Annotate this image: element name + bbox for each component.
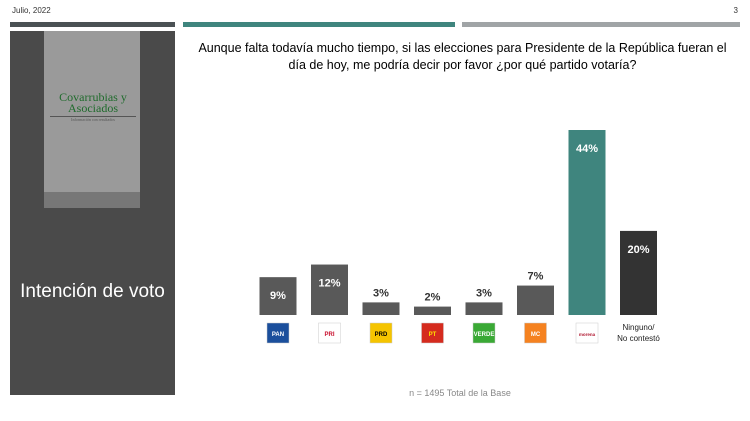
party-logo-morena <box>575 322 599 344</box>
bar <box>259 277 297 315</box>
category-label: PT <box>429 332 437 338</box>
bar-chart: 9% PAN 12% PRI 3% PRD 2% PT 3% VERDE 7% MC 44% morena… <box>259 130 660 344</box>
category-label: PRD <box>375 332 388 338</box>
category-label: VERDE <box>474 332 495 338</box>
party-logo-verde <box>472 322 496 344</box>
bar <box>620 230 657 315</box>
company-logo: Covarrubias y Asociados Información con r… <box>50 91 136 123</box>
question-title: Aunque falta todavía mucho tiempo, si la… <box>198 41 727 72</box>
party-logo-pan <box>266 322 290 344</box>
data-label: 9% <box>270 290 286 302</box>
bar <box>414 306 451 315</box>
party-logo-mc <box>524 322 547 344</box>
data-label: 20% <box>627 244 649 256</box>
bar <box>465 302 503 315</box>
data-label: 12% <box>318 278 340 290</box>
category-label: Ninguno/ <box>622 323 655 332</box>
bar <box>362 302 400 315</box>
category-label: MC <box>531 332 541 338</box>
logo-panel <box>44 31 140 192</box>
data-label: 2% <box>425 292 441 304</box>
party-logo-pt <box>421 322 444 344</box>
page-number: 3 <box>733 6 738 15</box>
data-label: 44% <box>576 143 598 155</box>
bar <box>568 130 606 315</box>
footnote: n = 1495 Total de la Base <box>409 388 511 398</box>
category-label: morena <box>579 332 596 337</box>
data-label: 7% <box>528 271 544 283</box>
data-label: 3% <box>373 287 389 299</box>
party-logo-pri <box>318 322 341 344</box>
bar <box>311 264 348 315</box>
bar <box>517 285 554 315</box>
date: Julio, 2022 <box>12 6 51 15</box>
data-label: 3% <box>476 287 492 299</box>
section-title: Intención de voto <box>20 281 165 302</box>
category-label: PRI <box>324 332 334 338</box>
category-label: No contestó <box>617 334 660 343</box>
party-logo-prd <box>369 322 393 344</box>
logo-panel-footer <box>44 192 140 208</box>
header-bar-teal <box>183 22 455 27</box>
category-label: PAN <box>272 332 284 338</box>
header-bar-dark <box>10 22 175 27</box>
header-bar-gray <box>462 22 740 27</box>
